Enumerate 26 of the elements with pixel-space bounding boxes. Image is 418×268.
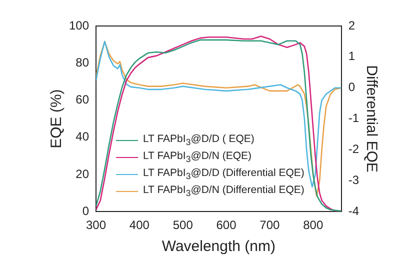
y2-tick-label: -2	[348, 142, 360, 156]
x-tick-label: 700	[260, 218, 280, 232]
x-tick-label: 400	[129, 218, 150, 232]
x-tick-label: 600	[216, 218, 237, 232]
y2-tick-label: -3	[348, 172, 360, 187]
y-tick-label: 40	[76, 130, 90, 144]
y2-axis-title: Differential EQE	[362, 65, 380, 172]
legend-label: LT FAPbI$_{3}$@D/D ( EQE)	[143, 132, 254, 149]
x-axis-title: Wavelength (nm)	[162, 238, 276, 256]
y-tick-label: 0	[82, 204, 90, 218]
x-tick-label: 500	[172, 218, 194, 232]
y-tick-label: 80	[76, 55, 90, 70]
x-tick-label: 300	[86, 218, 106, 232]
y-tick-label: 20	[76, 166, 90, 181]
y2-tick-label: 2	[348, 18, 356, 32]
legend-label: LT FAPbI$_{3}$@D/N (Differential EQE)	[143, 182, 304, 200]
legend-label: LT FAPbI$_{3}$@D/D (Differential EQE)	[143, 166, 304, 183]
y2-tick-label: 0	[348, 80, 356, 94]
legend-label: LT FAPbI$_{3}$@D/N (EQE)	[143, 148, 252, 166]
y2-tick-label: -4	[348, 204, 360, 218]
y-tick-label: 100	[68, 18, 90, 32]
y-axis-title: EQE (%)	[48, 89, 66, 148]
x-tick-label: 800	[303, 218, 324, 232]
y2-tick-label: 1	[348, 49, 356, 64]
y2-tick-label: -1	[348, 111, 360, 126]
y-tick-label: 60	[76, 92, 90, 107]
